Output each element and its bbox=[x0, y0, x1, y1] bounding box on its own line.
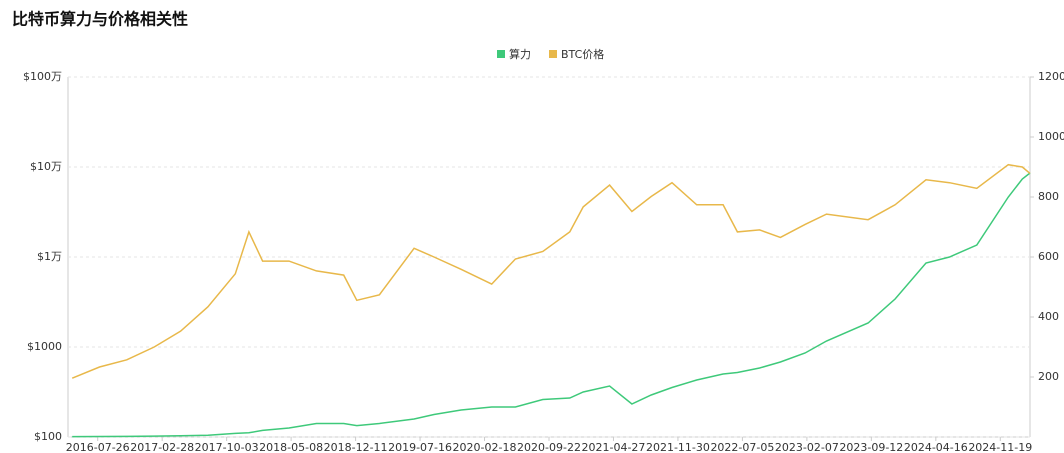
chart-title: 比特币算力与价格相关性 bbox=[12, 10, 188, 29]
x-tick-label: 2019-07-16 bbox=[388, 441, 452, 453]
x-tick-label: 2020-09-22 bbox=[517, 441, 581, 453]
x-tick-label: 2018-12-11 bbox=[324, 441, 388, 453]
series-line bbox=[71, 163, 1031, 379]
legend-swatch bbox=[497, 50, 505, 58]
legend-label: 算力 bbox=[509, 47, 531, 61]
y-tick-label: $100万 bbox=[23, 70, 62, 83]
y-tick-label: $10万 bbox=[30, 160, 62, 173]
y2-tick-label: 200 bbox=[1038, 370, 1059, 383]
y-tick-label: $1万 bbox=[37, 250, 62, 263]
series-line bbox=[72, 172, 1031, 438]
x-tick-label: 2021-11-30 bbox=[646, 441, 710, 453]
y2-tick-label: 400 bbox=[1038, 310, 1059, 323]
x-tick-label: 2023-09-12 bbox=[839, 441, 903, 453]
x-tick-label: 2023-02-07 bbox=[775, 441, 839, 453]
y2-tick-label: 1000 bbox=[1038, 130, 1064, 143]
x-tick-label: 2016-07-26 bbox=[66, 441, 130, 453]
legend-label: BTC价格 bbox=[561, 47, 604, 61]
x-tick-label: 2024-04-16 bbox=[904, 441, 968, 453]
x-tick-label: 2017-10-03 bbox=[195, 441, 259, 453]
y2-tick-label: 800 bbox=[1038, 190, 1059, 203]
y-tick-label: $1000 bbox=[27, 340, 62, 353]
x-tick-label: 2024-11-19 bbox=[968, 441, 1032, 453]
x-tick-label: 2017-02-28 bbox=[130, 441, 194, 453]
y-tick-label: $100 bbox=[34, 430, 62, 443]
y2-tick-label: 1200 bbox=[1038, 70, 1064, 83]
x-tick-label: 2021-04-27 bbox=[582, 441, 646, 453]
y2-tick-label: 600 bbox=[1038, 250, 1059, 263]
legend-swatch bbox=[549, 50, 557, 58]
x-tick-label: 2020-02-18 bbox=[453, 441, 517, 453]
x-tick-label: 2018-05-08 bbox=[259, 441, 323, 453]
x-tick-label: 2022-07-05 bbox=[710, 441, 774, 453]
